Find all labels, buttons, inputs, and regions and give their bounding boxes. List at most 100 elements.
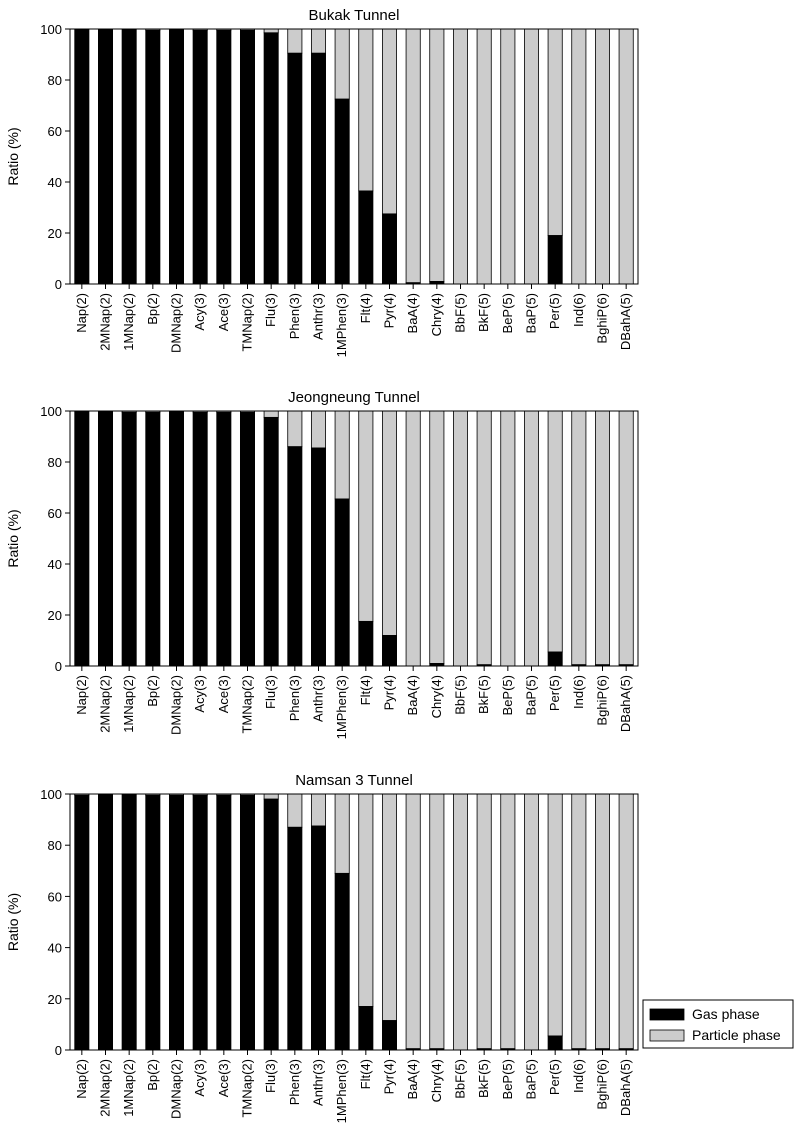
bar-gas-phase <box>74 794 90 1051</box>
bar-particle-phase <box>524 793 540 1051</box>
bar-gas-phase <box>263 32 279 285</box>
bar-particle-phase <box>618 410 634 666</box>
chart-panel-2: Jeongneung Tunnel Ratio (%) 0 20 40 60 80 100 Na… <box>5 389 639 739</box>
bar-gas-phase <box>121 793 137 1051</box>
bar-particle-phase <box>381 410 397 636</box>
legend-swatch <box>649 1029 685 1042</box>
x-category-label: Bp(2) <box>145 675 160 707</box>
y-tick-label: 100 <box>40 404 62 419</box>
x-category-label: Nap(2) <box>74 293 89 333</box>
x-category-label: BeP(5) <box>500 1059 515 1099</box>
x-category-label: DBahA(5) <box>618 293 633 350</box>
bar-particle-phase <box>405 793 421 1050</box>
bar-particle-phase <box>429 793 445 1050</box>
bar-particle-phase <box>547 793 563 1037</box>
bar-particle-phase <box>618 28 634 285</box>
bar-particle-phase <box>358 793 374 1007</box>
x-category-label: BghiP(6) <box>595 293 610 344</box>
x-category-label: BbF(5) <box>453 293 468 333</box>
x-category-label: 2MNap(2) <box>98 1059 113 1117</box>
x-category-label: 2MNap(2) <box>98 293 113 351</box>
x-category-label: Flu(3) <box>263 675 278 709</box>
x-category-label: Nap(2) <box>74 675 89 715</box>
bar-particle-phase <box>452 793 468 1051</box>
x-category-label: Ind(6) <box>571 675 586 709</box>
x-category-label: Ind(6) <box>571 293 586 327</box>
x-category-label: Per(5) <box>547 675 562 711</box>
x-category-label: Anthr(3) <box>311 1059 326 1106</box>
bar-gas-phase <box>239 411 255 667</box>
plot-frame <box>69 28 639 285</box>
bar-gas-phase <box>547 651 563 667</box>
bar-particle-phase <box>334 28 350 100</box>
y-tick-label: 60 <box>48 124 62 139</box>
y-axis-label: Ratio (%) <box>5 893 21 951</box>
x-category-label: DBahA(5) <box>618 675 633 732</box>
bar-particle-phase <box>547 410 563 653</box>
x-category-label: Ind(6) <box>571 1059 586 1093</box>
x-category-label: BbF(5) <box>453 1059 468 1099</box>
x-category-label: Flt(4) <box>358 1059 373 1089</box>
x-category-label: BeP(5) <box>500 293 515 333</box>
legend-label: Gas phase <box>692 1006 760 1022</box>
x-category-label: Ace(3) <box>216 293 231 331</box>
y-tick-label: 0 <box>55 1043 62 1058</box>
x-category-label: BaA(4) <box>405 1059 420 1099</box>
x-category-label: 1MPhen(3) <box>334 1059 349 1123</box>
bar-particle-phase <box>500 410 516 667</box>
bar-particle-phase <box>452 410 468 667</box>
bar-particle-phase <box>476 28 492 285</box>
bar-gas-phase <box>381 635 397 667</box>
bar-gas-phase <box>145 29 161 285</box>
x-category-label: Acy(3) <box>192 293 207 331</box>
bar-particle-phase <box>287 28 303 54</box>
x-category-label: BkF(5) <box>476 1059 491 1098</box>
bar-particle-phase <box>287 410 303 448</box>
bar-gas-phase <box>121 411 137 667</box>
x-category-label: Pyr(4) <box>382 293 397 328</box>
bar-particle-phase <box>310 410 326 449</box>
bar-particle-phase <box>381 793 397 1021</box>
y-tick-label: 80 <box>48 455 62 470</box>
bar-gas-phase <box>287 446 303 667</box>
x-category-label: Chry(4) <box>429 675 444 718</box>
x-category-label: Acy(3) <box>192 675 207 713</box>
x-category-label: DMNap(2) <box>169 1059 184 1119</box>
y-axis-label: Ratio (%) <box>5 127 21 185</box>
legend-swatch <box>649 1008 685 1021</box>
x-category-label: TMNap(2) <box>240 293 255 352</box>
x-category-label: 1MNap(2) <box>121 293 136 351</box>
chart-title: Bukak Tunnel <box>309 7 400 24</box>
bar-gas-phase <box>547 235 563 285</box>
x-category-label: Nap(2) <box>74 1059 89 1099</box>
y-tick-label: 60 <box>48 506 62 521</box>
bar-gas-phase <box>381 1020 397 1051</box>
bar-gas-phase <box>74 28 90 285</box>
bar-gas-phase <box>216 794 232 1051</box>
x-category-label: BeP(5) <box>500 675 515 715</box>
x-category-label: Flt(4) <box>358 675 373 705</box>
bar-gas-phase <box>145 411 161 667</box>
bar-gas-phase <box>239 794 255 1051</box>
x-category-label: BaA(4) <box>405 293 420 333</box>
x-category-label: 1MPhen(3) <box>334 675 349 739</box>
x-category-label: Flu(3) <box>263 293 278 327</box>
x-category-label: Flt(4) <box>358 293 373 323</box>
x-category-label: BkF(5) <box>476 675 491 714</box>
x-category-label: DMNap(2) <box>169 293 184 353</box>
bar-gas-phase <box>216 29 232 285</box>
x-category-label: DBahA(5) <box>618 1059 633 1116</box>
x-category-label: Ace(3) <box>216 1059 231 1097</box>
y-tick-label: 40 <box>48 941 62 956</box>
bar-gas-phase <box>381 213 397 285</box>
x-category-label: BaP(5) <box>524 675 539 715</box>
x-category-label: Phen(3) <box>287 1059 302 1105</box>
bar-gas-phase <box>98 410 114 667</box>
y-tick-label: 40 <box>48 175 62 190</box>
bar-particle-phase <box>429 28 445 282</box>
bar-particle-phase <box>452 28 468 285</box>
legend: Gas phase Particle phase <box>642 999 794 1049</box>
chart-title: Namsan 3 Tunnel <box>295 772 413 789</box>
bar-particle-phase <box>287 793 303 828</box>
